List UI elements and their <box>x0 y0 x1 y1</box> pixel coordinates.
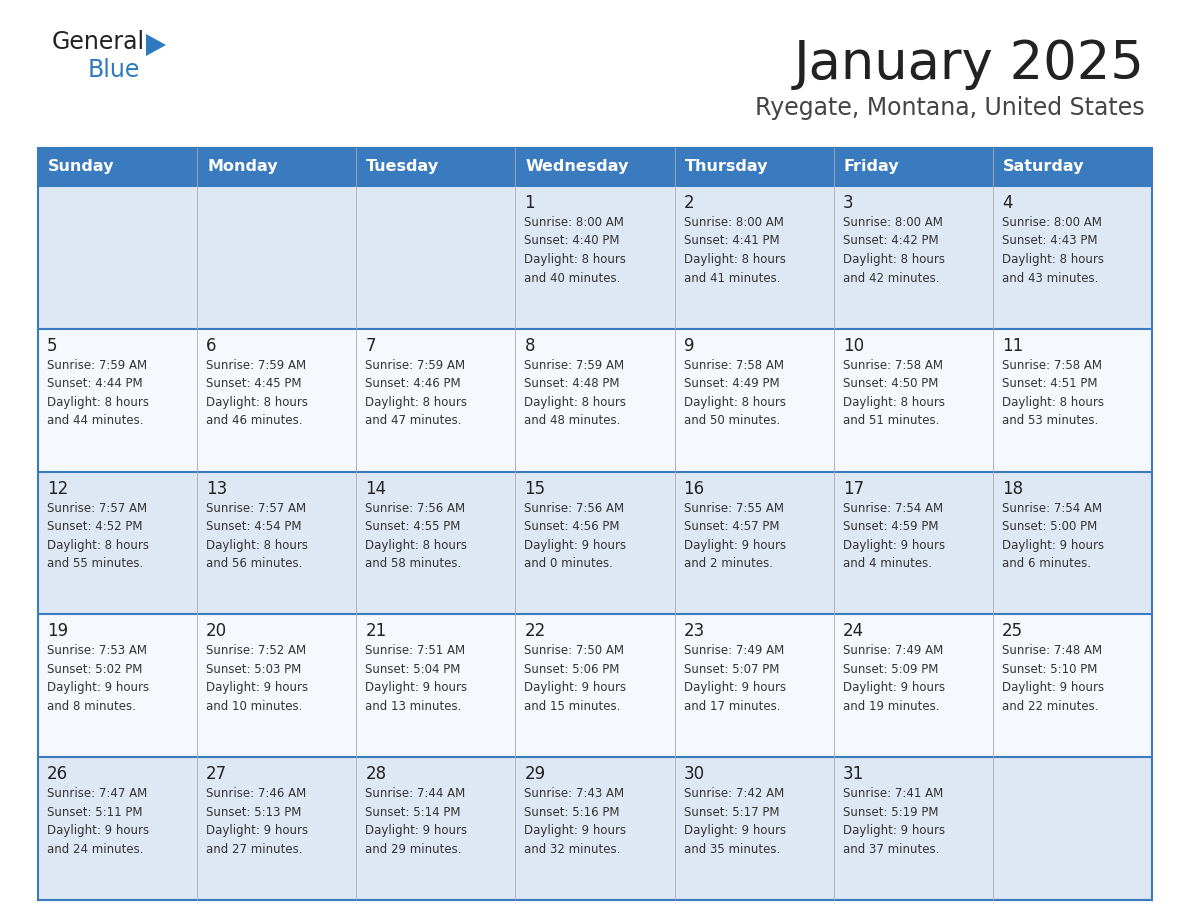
Text: Sunrise: 7:59 AM
Sunset: 4:45 PM
Daylight: 8 hours
and 46 minutes.: Sunrise: 7:59 AM Sunset: 4:45 PM Dayligh… <box>207 359 308 427</box>
Text: 25: 25 <box>1001 622 1023 641</box>
Text: 13: 13 <box>207 479 227 498</box>
Text: Sunrise: 7:44 AM
Sunset: 5:14 PM
Daylight: 9 hours
and 29 minutes.: Sunrise: 7:44 AM Sunset: 5:14 PM Dayligh… <box>365 788 467 856</box>
Text: 5: 5 <box>48 337 57 354</box>
Text: 16: 16 <box>683 479 704 498</box>
Text: Sunrise: 7:58 AM
Sunset: 4:51 PM
Daylight: 8 hours
and 53 minutes.: Sunrise: 7:58 AM Sunset: 4:51 PM Dayligh… <box>1001 359 1104 427</box>
Bar <box>38 757 1152 900</box>
Text: 3: 3 <box>842 194 853 212</box>
Text: Sunrise: 7:46 AM
Sunset: 5:13 PM
Daylight: 9 hours
and 27 minutes.: Sunrise: 7:46 AM Sunset: 5:13 PM Dayligh… <box>207 788 308 856</box>
Text: Wednesday: Wednesday <box>525 160 628 174</box>
Text: Sunrise: 8:00 AM
Sunset: 4:41 PM
Daylight: 8 hours
and 41 minutes.: Sunrise: 8:00 AM Sunset: 4:41 PM Dayligh… <box>683 216 785 285</box>
Text: Sunrise: 7:43 AM
Sunset: 5:16 PM
Daylight: 9 hours
and 32 minutes.: Sunrise: 7:43 AM Sunset: 5:16 PM Dayligh… <box>524 788 626 856</box>
Text: Sunrise: 7:58 AM
Sunset: 4:49 PM
Daylight: 8 hours
and 50 minutes.: Sunrise: 7:58 AM Sunset: 4:49 PM Dayligh… <box>683 359 785 427</box>
Text: Friday: Friday <box>843 160 899 174</box>
Text: Sunrise: 7:54 AM
Sunset: 4:59 PM
Daylight: 9 hours
and 4 minutes.: Sunrise: 7:54 AM Sunset: 4:59 PM Dayligh… <box>842 501 944 570</box>
Text: Sunrise: 7:59 AM
Sunset: 4:48 PM
Daylight: 8 hours
and 48 minutes.: Sunrise: 7:59 AM Sunset: 4:48 PM Dayligh… <box>524 359 626 427</box>
Text: Sunrise: 8:00 AM
Sunset: 4:42 PM
Daylight: 8 hours
and 42 minutes.: Sunrise: 8:00 AM Sunset: 4:42 PM Dayligh… <box>842 216 944 285</box>
Bar <box>38 148 197 186</box>
Text: 26: 26 <box>48 766 68 783</box>
Bar <box>356 148 516 186</box>
Text: Sunrise: 7:49 AM
Sunset: 5:07 PM
Daylight: 9 hours
and 17 minutes.: Sunrise: 7:49 AM Sunset: 5:07 PM Dayligh… <box>683 644 785 713</box>
Text: Sunrise: 8:00 AM
Sunset: 4:40 PM
Daylight: 8 hours
and 40 minutes.: Sunrise: 8:00 AM Sunset: 4:40 PM Dayligh… <box>524 216 626 285</box>
Text: Sunrise: 7:59 AM
Sunset: 4:44 PM
Daylight: 8 hours
and 44 minutes.: Sunrise: 7:59 AM Sunset: 4:44 PM Dayligh… <box>48 359 148 427</box>
Bar <box>834 148 993 186</box>
Text: Sunrise: 7:42 AM
Sunset: 5:17 PM
Daylight: 9 hours
and 35 minutes.: Sunrise: 7:42 AM Sunset: 5:17 PM Dayligh… <box>683 788 785 856</box>
Text: 23: 23 <box>683 622 704 641</box>
Text: General: General <box>52 30 145 54</box>
Text: 11: 11 <box>1001 337 1023 354</box>
Bar <box>38 472 1152 614</box>
Text: 22: 22 <box>524 622 545 641</box>
Polygon shape <box>146 34 166 56</box>
Text: 21: 21 <box>365 622 386 641</box>
Text: 6: 6 <box>207 337 216 354</box>
Text: 18: 18 <box>1001 479 1023 498</box>
Text: 19: 19 <box>48 622 68 641</box>
Text: Sunrise: 7:50 AM
Sunset: 5:06 PM
Daylight: 9 hours
and 15 minutes.: Sunrise: 7:50 AM Sunset: 5:06 PM Dayligh… <box>524 644 626 713</box>
Text: 24: 24 <box>842 622 864 641</box>
Text: Saturday: Saturday <box>1003 160 1085 174</box>
Bar <box>38 148 1152 900</box>
Text: 9: 9 <box>683 337 694 354</box>
Bar <box>675 148 834 186</box>
Text: Sunrise: 7:54 AM
Sunset: 5:00 PM
Daylight: 9 hours
and 6 minutes.: Sunrise: 7:54 AM Sunset: 5:00 PM Dayligh… <box>1001 501 1104 570</box>
Text: Sunrise: 7:51 AM
Sunset: 5:04 PM
Daylight: 9 hours
and 13 minutes.: Sunrise: 7:51 AM Sunset: 5:04 PM Dayligh… <box>365 644 467 713</box>
Text: 28: 28 <box>365 766 386 783</box>
Text: Sunrise: 7:41 AM
Sunset: 5:19 PM
Daylight: 9 hours
and 37 minutes.: Sunrise: 7:41 AM Sunset: 5:19 PM Dayligh… <box>842 788 944 856</box>
Text: 4: 4 <box>1001 194 1012 212</box>
Text: Sunrise: 7:52 AM
Sunset: 5:03 PM
Daylight: 9 hours
and 10 minutes.: Sunrise: 7:52 AM Sunset: 5:03 PM Dayligh… <box>207 644 308 713</box>
Text: 14: 14 <box>365 479 386 498</box>
Text: 17: 17 <box>842 479 864 498</box>
Text: 7: 7 <box>365 337 375 354</box>
Text: 30: 30 <box>683 766 704 783</box>
Text: Sunrise: 7:56 AM
Sunset: 4:56 PM
Daylight: 9 hours
and 0 minutes.: Sunrise: 7:56 AM Sunset: 4:56 PM Dayligh… <box>524 501 626 570</box>
Text: 31: 31 <box>842 766 864 783</box>
Text: 2: 2 <box>683 194 694 212</box>
Text: 12: 12 <box>48 479 68 498</box>
Text: Sunrise: 7:48 AM
Sunset: 5:10 PM
Daylight: 9 hours
and 22 minutes.: Sunrise: 7:48 AM Sunset: 5:10 PM Dayligh… <box>1001 644 1104 713</box>
Text: 15: 15 <box>524 479 545 498</box>
Bar <box>197 148 356 186</box>
Text: Thursday: Thursday <box>684 160 769 174</box>
Text: Sunday: Sunday <box>48 160 114 174</box>
Text: Sunrise: 8:00 AM
Sunset: 4:43 PM
Daylight: 8 hours
and 43 minutes.: Sunrise: 8:00 AM Sunset: 4:43 PM Dayligh… <box>1001 216 1104 285</box>
Text: January 2025: January 2025 <box>794 38 1145 90</box>
Text: Sunrise: 7:47 AM
Sunset: 5:11 PM
Daylight: 9 hours
and 24 minutes.: Sunrise: 7:47 AM Sunset: 5:11 PM Dayligh… <box>48 788 150 856</box>
Text: Sunrise: 7:55 AM
Sunset: 4:57 PM
Daylight: 9 hours
and 2 minutes.: Sunrise: 7:55 AM Sunset: 4:57 PM Dayligh… <box>683 501 785 570</box>
Bar <box>993 148 1152 186</box>
Text: Monday: Monday <box>207 160 278 174</box>
Text: Ryegate, Montana, United States: Ryegate, Montana, United States <box>756 96 1145 120</box>
Text: Sunrise: 7:59 AM
Sunset: 4:46 PM
Daylight: 8 hours
and 47 minutes.: Sunrise: 7:59 AM Sunset: 4:46 PM Dayligh… <box>365 359 467 427</box>
Text: 1: 1 <box>524 194 535 212</box>
Bar <box>516 148 675 186</box>
Text: 20: 20 <box>207 622 227 641</box>
Text: Sunrise: 7:53 AM
Sunset: 5:02 PM
Daylight: 9 hours
and 8 minutes.: Sunrise: 7:53 AM Sunset: 5:02 PM Dayligh… <box>48 644 150 713</box>
Text: 8: 8 <box>524 337 535 354</box>
Text: Tuesday: Tuesday <box>366 160 440 174</box>
Text: Blue: Blue <box>88 58 140 82</box>
Text: Sunrise: 7:49 AM
Sunset: 5:09 PM
Daylight: 9 hours
and 19 minutes.: Sunrise: 7:49 AM Sunset: 5:09 PM Dayligh… <box>842 644 944 713</box>
Text: Sunrise: 7:58 AM
Sunset: 4:50 PM
Daylight: 8 hours
and 51 minutes.: Sunrise: 7:58 AM Sunset: 4:50 PM Dayligh… <box>842 359 944 427</box>
Text: 29: 29 <box>524 766 545 783</box>
Text: 27: 27 <box>207 766 227 783</box>
Text: Sunrise: 7:56 AM
Sunset: 4:55 PM
Daylight: 8 hours
and 58 minutes.: Sunrise: 7:56 AM Sunset: 4:55 PM Dayligh… <box>365 501 467 570</box>
Text: 10: 10 <box>842 337 864 354</box>
Text: Sunrise: 7:57 AM
Sunset: 4:54 PM
Daylight: 8 hours
and 56 minutes.: Sunrise: 7:57 AM Sunset: 4:54 PM Dayligh… <box>207 501 308 570</box>
Bar <box>38 186 1152 329</box>
Bar <box>38 614 1152 757</box>
Text: Sunrise: 7:57 AM
Sunset: 4:52 PM
Daylight: 8 hours
and 55 minutes.: Sunrise: 7:57 AM Sunset: 4:52 PM Dayligh… <box>48 501 148 570</box>
Bar <box>38 329 1152 472</box>
